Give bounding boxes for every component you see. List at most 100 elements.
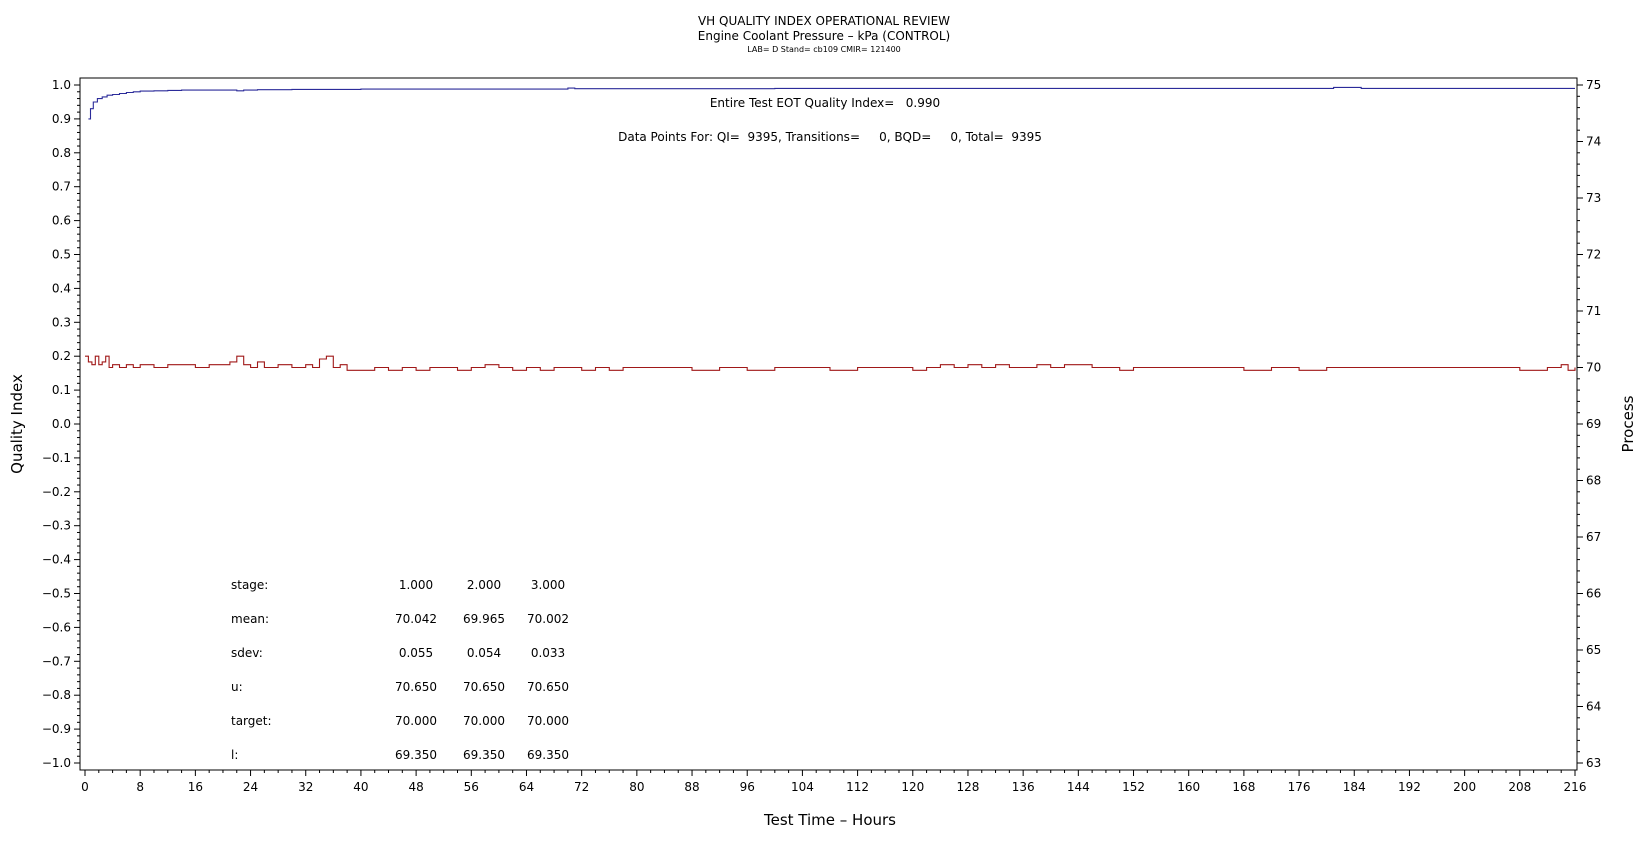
eot-quality-annotation: Entire Test EOT Quality Index= 0.990 xyxy=(710,96,940,110)
stats-cell: 69.350 xyxy=(395,748,437,762)
y-tick-label: 0.7 xyxy=(52,180,71,194)
stats-row-label: target: xyxy=(231,714,272,728)
y2-tick-label: 72 xyxy=(1586,248,1601,262)
stats-cell: 3.000 xyxy=(531,578,565,592)
y-tick-label: 0.0 xyxy=(52,417,71,431)
x-tick-label: 216 xyxy=(1564,780,1587,794)
x-tick-label: 80 xyxy=(629,780,644,794)
y-tick-label: 0.4 xyxy=(52,281,71,295)
series-group xyxy=(85,86,1576,371)
x-axis-label: Test Time – Hours xyxy=(763,811,896,829)
y-tick-label: −0.8 xyxy=(42,688,71,702)
y-tick-label: −0.7 xyxy=(42,654,71,668)
y2-tick-label: 68 xyxy=(1586,474,1601,488)
x-tick-label: 200 xyxy=(1453,780,1476,794)
y-tick-label: 0.5 xyxy=(52,248,71,262)
stats-cell: 70.650 xyxy=(527,680,569,694)
stats-cell: 70.000 xyxy=(463,714,505,728)
y-tick-label: 0.3 xyxy=(52,315,71,329)
y-tick-label: −0.4 xyxy=(42,553,71,567)
stats-cell: 70.000 xyxy=(395,714,437,728)
y-tick-label: 0.1 xyxy=(52,383,71,397)
stats-cell: 1.000 xyxy=(399,578,433,592)
chart-title: VH QUALITY INDEX OPERATIONAL REVIEW xyxy=(698,14,950,28)
y2-tick-label: 71 xyxy=(1586,304,1601,318)
x-tick-label: 32 xyxy=(298,780,313,794)
stats-cell: 70.042 xyxy=(395,612,437,626)
x-tick-label: 184 xyxy=(1343,780,1366,794)
x-tick-label: 96 xyxy=(740,780,755,794)
stats-row-label: sdev: xyxy=(231,646,263,660)
stats-cell: 70.000 xyxy=(527,714,569,728)
y-tick-label: −0.1 xyxy=(42,451,71,465)
x-tick-label: 152 xyxy=(1122,780,1145,794)
y-tick-label: −1.0 xyxy=(42,756,71,770)
x-tick-label: 88 xyxy=(684,780,699,794)
x-tick-label: 160 xyxy=(1177,780,1200,794)
x-tick-label: 72 xyxy=(574,780,589,794)
x-tick-label: 64 xyxy=(519,780,534,794)
x-tick-label: 112 xyxy=(846,780,869,794)
y-tick-label: 0.6 xyxy=(52,214,71,228)
y-tick-label: −0.2 xyxy=(42,485,71,499)
process-series-line xyxy=(85,355,1576,371)
y2-tick-label: 63 xyxy=(1586,756,1601,770)
x-tick-label: 208 xyxy=(1508,780,1531,794)
stats-cell: 70.650 xyxy=(395,680,437,694)
x-tick-label: 16 xyxy=(188,780,203,794)
plot-frame xyxy=(79,77,1578,771)
stats-cell: 0.033 xyxy=(531,646,565,660)
stats-row-label: mean: xyxy=(231,612,269,626)
y-tick-label: 0.2 xyxy=(52,349,71,363)
x-tick-label: 128 xyxy=(957,780,980,794)
y2-tick-label: 74 xyxy=(1586,135,1601,149)
chart-subtitle-lab: LAB= D Stand= cb109 CMIR= 121400 xyxy=(747,45,901,54)
y2-tick-label: 65 xyxy=(1586,643,1601,657)
x-tick-label: 56 xyxy=(464,780,479,794)
data-points-annotation: Data Points For: QI= 9395, Transitions= … xyxy=(618,130,1042,144)
stats-cell: 69.965 xyxy=(463,612,505,626)
x-axis: 0 8 16 24 32 40 48 56 64 72 80 88 96 104 112 120 128 136 1… xyxy=(81,770,1586,794)
x-tick-label: 144 xyxy=(1067,780,1090,794)
y-axis-right: 75 74 73 72 71 70 69 68 67 66 65 64 63 xyxy=(1577,78,1601,770)
stats-cell: 0.055 xyxy=(399,646,433,660)
quality-index-series-line xyxy=(88,86,1575,120)
x-tick-label: 192 xyxy=(1398,780,1421,794)
stats-cell: 70.650 xyxy=(463,680,505,694)
y2-tick-label: 70 xyxy=(1586,361,1601,375)
x-tick-label: 8 xyxy=(136,780,144,794)
stats-row-label: l: xyxy=(231,748,238,762)
x-tick-label: 104 xyxy=(791,780,814,794)
y2-tick-label: 73 xyxy=(1586,191,1601,205)
stats-cell: 2.000 xyxy=(467,578,501,592)
stats-row-label: u: xyxy=(231,680,243,694)
y-tick-label: 0.8 xyxy=(52,146,71,160)
y-tick-label: −0.9 xyxy=(42,722,71,736)
y-tick-label: 0.9 xyxy=(52,112,71,126)
x-tick-label: 40 xyxy=(353,780,368,794)
y2-tick-label: 69 xyxy=(1586,417,1601,431)
chart-subtitle: Engine Coolant Pressure – kPa (CONTROL) xyxy=(698,29,950,43)
y2-tick-label: 66 xyxy=(1586,587,1601,601)
stats-cell: 69.350 xyxy=(527,748,569,762)
y-tick-label: −0.5 xyxy=(42,587,71,601)
stats-cell: 70.002 xyxy=(527,612,569,626)
stats-cell: 69.350 xyxy=(463,748,505,762)
y2-tick-label: 64 xyxy=(1586,700,1601,714)
y2-tick-label: 75 xyxy=(1586,78,1601,92)
x-tick-label: 48 xyxy=(408,780,423,794)
stats-row-label: stage: xyxy=(231,578,268,592)
x-tick-label: 136 xyxy=(1012,780,1035,794)
y2-axis-label: Process xyxy=(1619,395,1637,452)
x-tick-label: 120 xyxy=(901,780,924,794)
x-tick-label: 176 xyxy=(1288,780,1311,794)
x-tick-label: 168 xyxy=(1232,780,1255,794)
y-tick-label: 1.0 xyxy=(52,78,71,92)
y-axis-label: Quality Index xyxy=(8,374,26,474)
x-tick-label: 0 xyxy=(81,780,89,794)
y-axis-left: 1.0 0.9 0.8 0.7 0.6 0.5 0.4 0.3 0.2 0.1 0.0 −0.1 −0.… xyxy=(42,78,80,770)
stats-table: stage: 1.000 2.000 3.000 mean: 70.042 69.965 70… xyxy=(231,578,569,762)
stats-cell: 0.054 xyxy=(467,646,501,660)
y2-tick-label: 67 xyxy=(1586,530,1601,544)
